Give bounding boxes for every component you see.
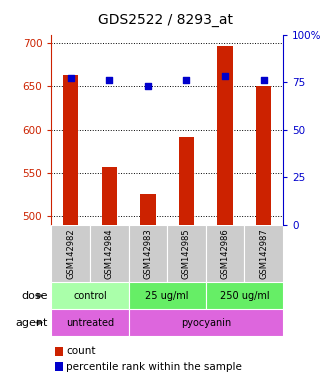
Bar: [63, 75, 78, 225]
Bar: [206, 282, 283, 309]
Bar: [102, 167, 117, 225]
Text: GDS2522 / 8293_at: GDS2522 / 8293_at: [98, 13, 233, 27]
Point: [184, 77, 189, 83]
Point: [261, 77, 266, 83]
Bar: [140, 194, 156, 225]
Point: [145, 83, 151, 89]
Point: [68, 75, 73, 81]
Bar: [51, 225, 90, 282]
Bar: [179, 137, 194, 225]
Bar: [256, 86, 271, 225]
Text: 250 ug/ml: 250 ug/ml: [219, 291, 269, 301]
Bar: [51, 282, 128, 309]
Text: GSM142983: GSM142983: [143, 228, 152, 279]
Bar: [244, 225, 283, 282]
Bar: [128, 309, 283, 336]
Bar: [128, 225, 167, 282]
Text: count: count: [66, 346, 96, 356]
Text: GSM142982: GSM142982: [66, 228, 75, 279]
Text: pyocyanin: pyocyanin: [181, 318, 231, 328]
Text: untreated: untreated: [66, 318, 114, 328]
Text: control: control: [73, 291, 107, 301]
Bar: [167, 225, 206, 282]
Text: dose: dose: [22, 291, 48, 301]
Text: percentile rank within the sample: percentile rank within the sample: [66, 362, 242, 372]
Bar: [206, 225, 244, 282]
Text: 25 ug/ml: 25 ug/ml: [145, 291, 189, 301]
Bar: [128, 282, 206, 309]
Text: GSM142985: GSM142985: [182, 228, 191, 279]
Bar: [51, 309, 128, 336]
Bar: [217, 46, 233, 225]
Text: agent: agent: [16, 318, 48, 328]
Text: GSM142986: GSM142986: [220, 228, 230, 279]
Point: [107, 77, 112, 83]
Text: GSM142984: GSM142984: [105, 228, 114, 279]
Bar: [90, 225, 128, 282]
Point: [222, 73, 228, 79]
Text: GSM142987: GSM142987: [259, 228, 268, 279]
